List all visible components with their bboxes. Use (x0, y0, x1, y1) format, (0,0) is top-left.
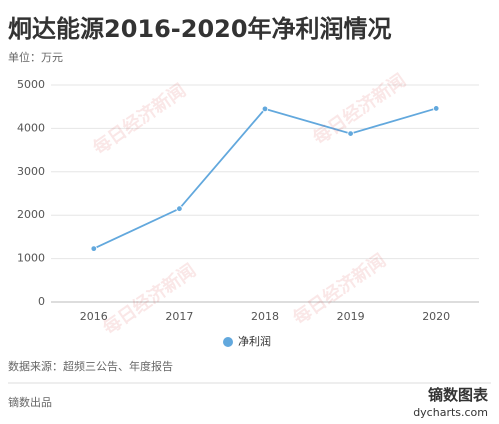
x-tick-label: 2018 (251, 310, 279, 323)
x-tick-label: 2020 (422, 310, 450, 323)
chart-title: 炯达能源2016-2020年净利润情况 (8, 15, 392, 43)
point (90, 245, 97, 252)
point (347, 130, 354, 137)
watermark: 每日经济新闻 (89, 79, 190, 159)
watermark: 每日经济新闻 (309, 69, 410, 149)
footer: 镝数出品 (8, 395, 52, 409)
legend-label: 净利润 (238, 334, 271, 348)
source: 数据来源：超频三公告、年度报告 (8, 359, 173, 373)
website: dycharts.com (413, 406, 488, 419)
y-tick-label: 2000 (17, 208, 45, 221)
unit-label: 单位：万元 (8, 50, 63, 64)
x-tick-label: 2019 (337, 310, 365, 323)
point (433, 105, 440, 112)
y-tick-label: 3000 (17, 165, 45, 178)
legend-marker (223, 337, 233, 347)
y-tick-label: 1000 (17, 252, 45, 265)
watermark: 每日经济新闻 (99, 259, 200, 339)
y-tick-label: 0 (38, 295, 45, 308)
x-tick-label: 2017 (165, 310, 193, 323)
line (93, 107, 437, 250)
y-tick-label: 4000 (17, 121, 45, 134)
point (176, 205, 183, 212)
y-tick-label: 5000 (17, 78, 45, 91)
point (261, 105, 269, 113)
x-tick-label: 2016 (80, 310, 108, 323)
logo: 镝数图表 (428, 386, 489, 404)
